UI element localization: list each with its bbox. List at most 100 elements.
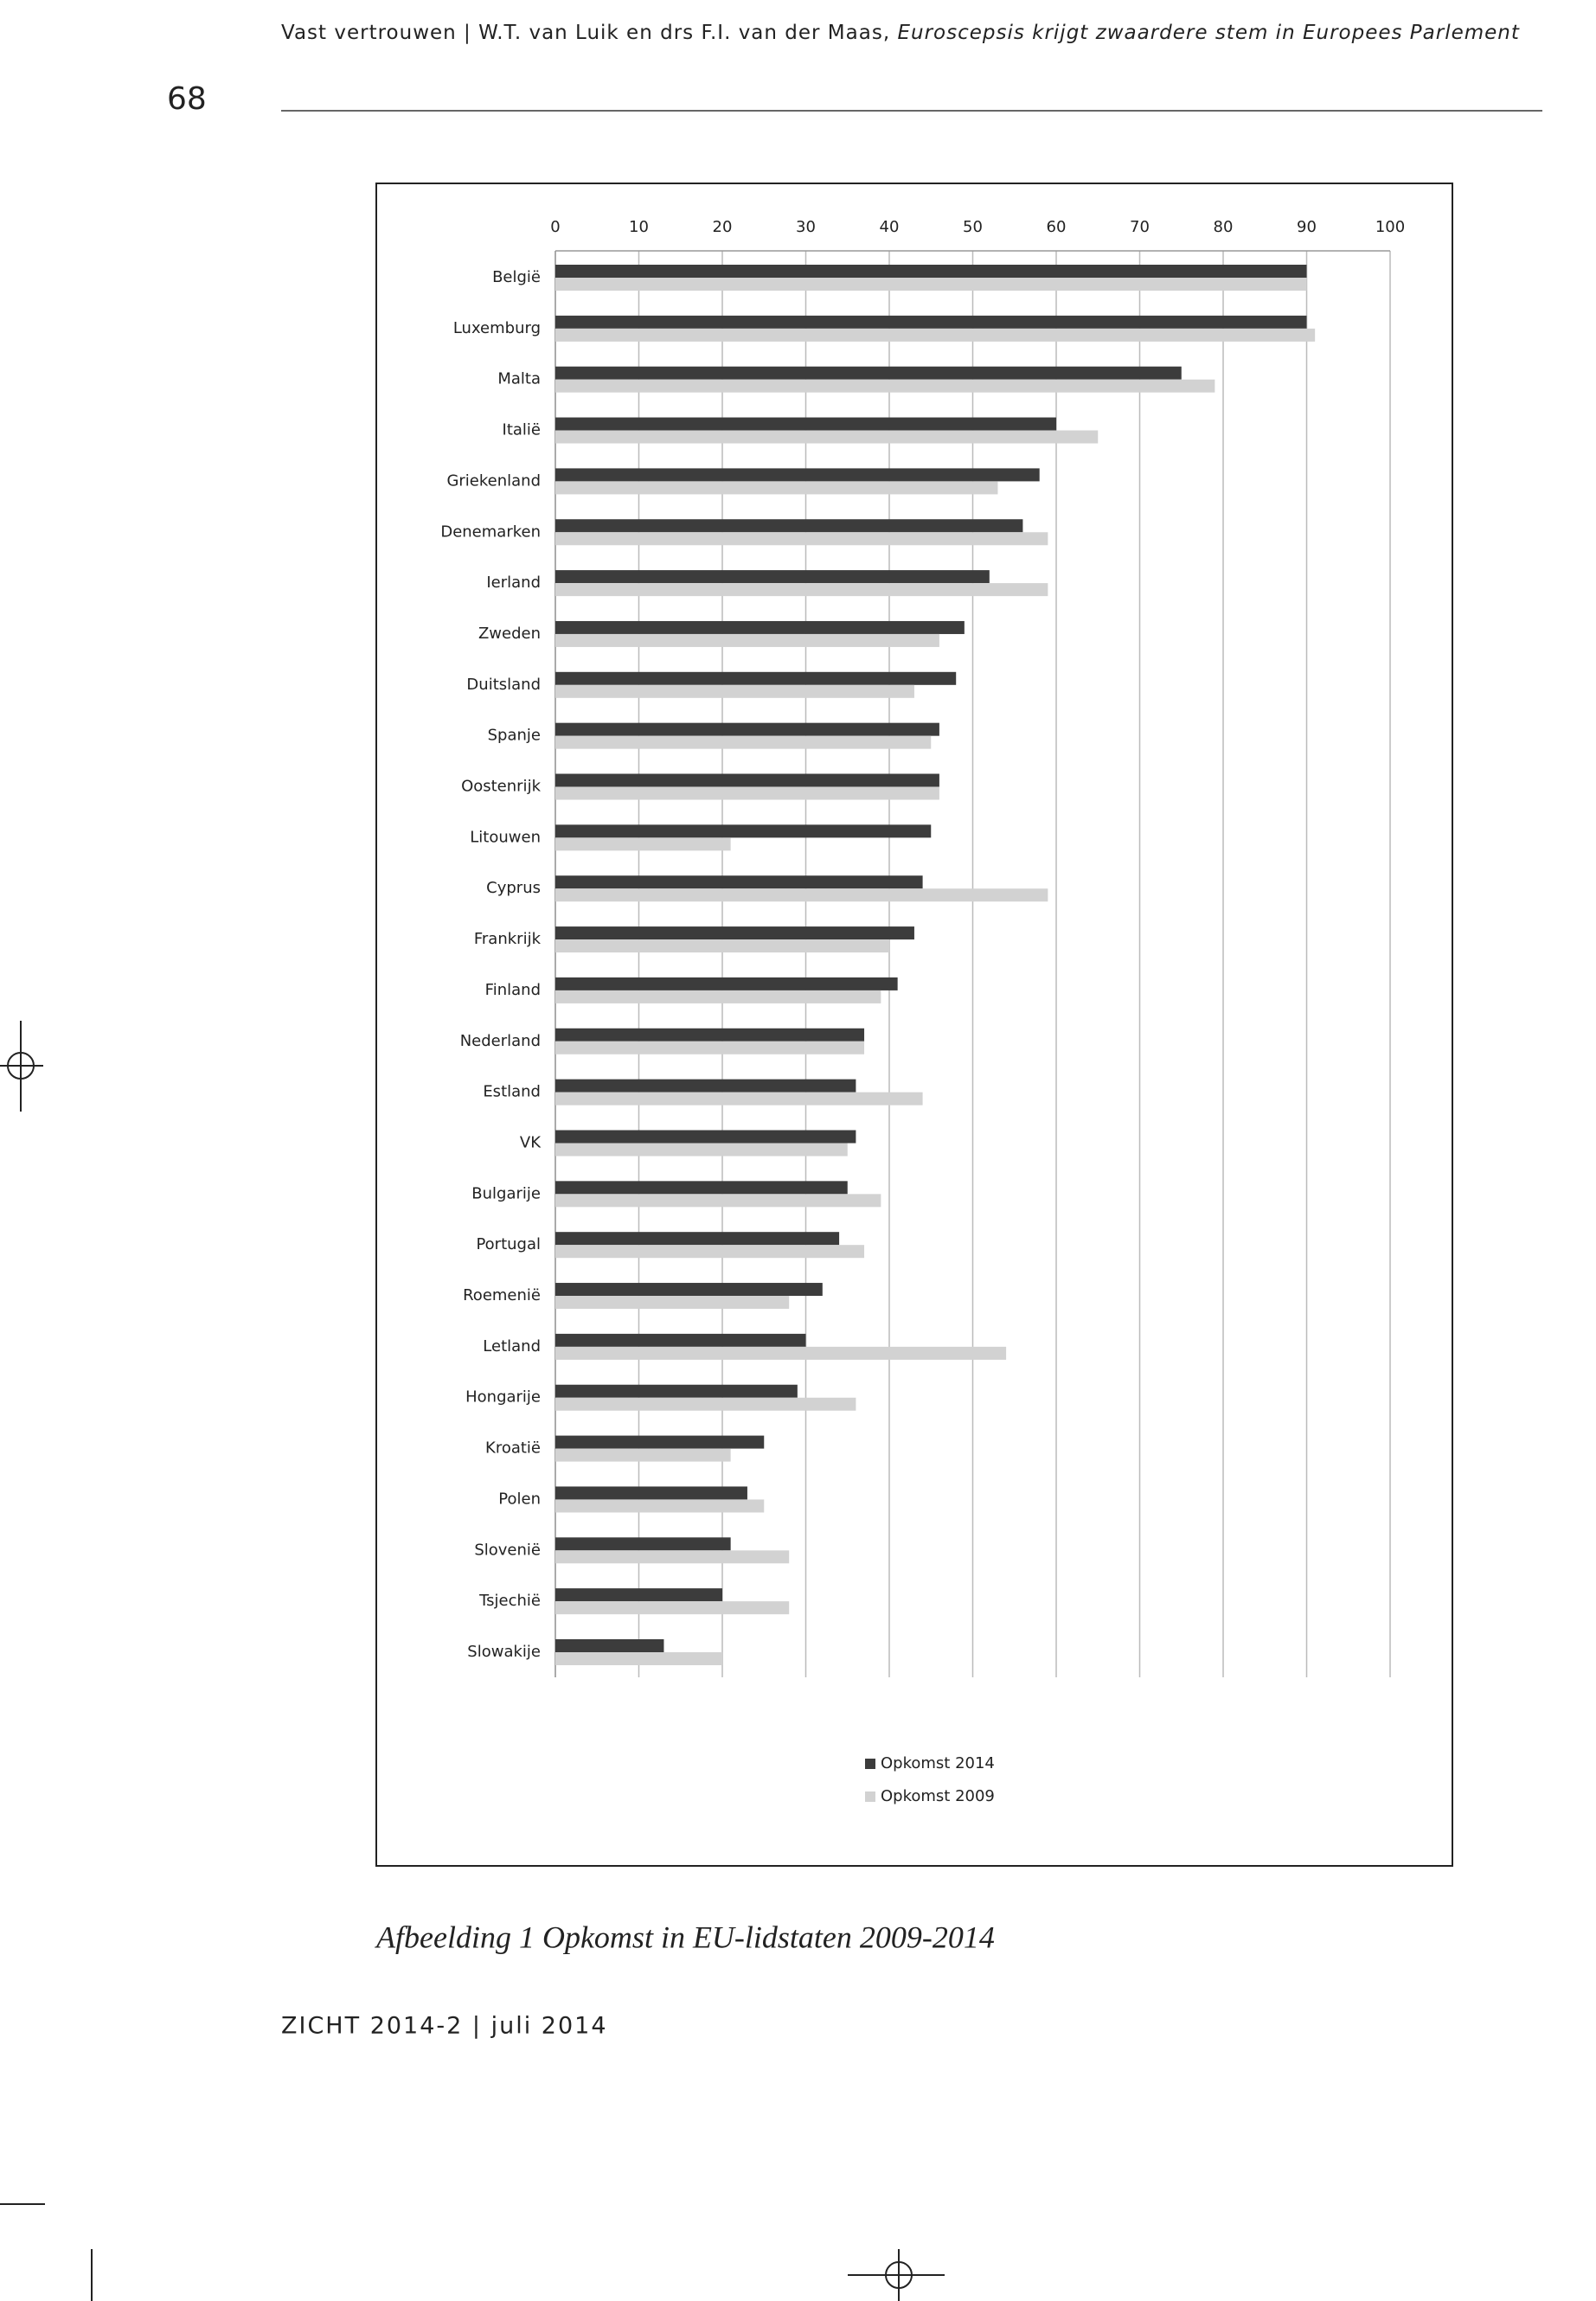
bar: [555, 1652, 722, 1665]
category-label: Slowakije: [467, 1643, 541, 1661]
bar: [555, 773, 939, 787]
category-label: Kroatië: [485, 1439, 541, 1458]
bar: [555, 939, 889, 953]
bar: [555, 1181, 848, 1195]
bar: [555, 1346, 1007, 1360]
bar: [555, 786, 939, 800]
bar: [555, 824, 932, 838]
bar: [555, 430, 1099, 444]
x-tick-label: 40: [880, 218, 900, 236]
category-label: Denemarken: [440, 522, 541, 541]
category-label: Griekenland: [446, 471, 541, 490]
category-label: Italië: [503, 421, 541, 439]
bar: [555, 1333, 806, 1347]
bar: [555, 417, 1056, 431]
bar: [555, 1283, 823, 1297]
chart: 0 10 20 30 40 50 60 70 80 90 100 België Luxemburg Mal…: [440, 218, 1405, 1805]
category-label: Malta: [497, 370, 541, 388]
bar: [555, 570, 990, 584]
x-tick-label: 70: [1130, 218, 1150, 236]
category-label: Slovenië: [474, 1541, 541, 1559]
x-tick-label: 10: [629, 218, 649, 236]
bar: [555, 1435, 765, 1449]
x-tick-label: 80: [1214, 218, 1234, 236]
x-tick-label: 0: [550, 218, 560, 236]
category-label: Zweden: [478, 625, 541, 643]
bar: [555, 1448, 731, 1462]
bar: [555, 684, 914, 698]
bar: [555, 1397, 856, 1411]
category-label: Frankrijk: [474, 930, 542, 948]
legend-swatch: [865, 1791, 875, 1802]
bar: [555, 837, 731, 851]
category-label: Estland: [483, 1083, 541, 1101]
bar: [555, 379, 1215, 393]
bar: [555, 265, 1307, 278]
x-tick-label: 30: [796, 218, 816, 236]
category-label: Roemenië: [463, 1286, 541, 1304]
category-label: België: [492, 268, 541, 286]
bar: [555, 1639, 664, 1652]
figure-caption: Afbeelding 1 Opkomst in EU-lidstaten 200…: [375, 1920, 995, 1954]
bar: [555, 1194, 881, 1208]
bar: [555, 468, 1040, 482]
bar: [555, 1028, 865, 1042]
bar: [555, 1232, 840, 1246]
legend-label: Opkomst 2014: [881, 1754, 995, 1772]
bar: [555, 1550, 790, 1564]
bar: [555, 583, 1048, 597]
legend-swatch: [865, 1759, 875, 1769]
x-tick-label: 20: [713, 218, 733, 236]
bar: [555, 1499, 765, 1513]
bar: [555, 1092, 923, 1106]
x-tick-label: 100: [1375, 218, 1405, 236]
bar: [555, 875, 923, 889]
bar: [555, 1537, 731, 1551]
running-head-authors: Vast vertrouwen | W.T. van Luik en drs F…: [281, 22, 890, 44]
bar: [555, 722, 939, 736]
category-label: Cyprus: [486, 879, 541, 897]
legend-label: Opkomst 2009: [881, 1787, 995, 1805]
category-label: Portugal: [476, 1235, 541, 1253]
page-number: 68: [167, 81, 207, 117]
category-label: Letland: [483, 1337, 541, 1356]
x-tick-label: 60: [1047, 218, 1067, 236]
bar: [555, 1601, 790, 1615]
running-head: Vast vertrouwen | W.T. van Luik en drs F…: [281, 22, 1520, 44]
bar: [555, 519, 1023, 533]
bar: [555, 1384, 798, 1398]
bar: [555, 633, 939, 647]
category-label: Litouwen: [470, 828, 541, 846]
bar: [555, 481, 998, 495]
bar: [555, 1130, 856, 1144]
footer: ZICHT 2014-2 | juli 2014: [281, 2013, 608, 2040]
category-label: Bulgarije: [471, 1184, 541, 1202]
category-label: Nederland: [460, 1032, 541, 1050]
category-label: Oostenrijk: [461, 778, 542, 796]
bar: [555, 977, 898, 990]
bar: [555, 315, 1307, 329]
crop-marks: [0, 1021, 945, 2301]
bar: [555, 888, 1048, 902]
bar: [555, 990, 881, 1003]
bar: [555, 328, 1316, 342]
bar: [555, 532, 1048, 546]
bar: [555, 620, 965, 634]
bar: [555, 1079, 856, 1093]
bar: [555, 1041, 865, 1054]
bar: [555, 671, 957, 685]
bar: [555, 1588, 722, 1602]
running-head-title: Euroscepsis krijgt zwaardere stem in Eur…: [897, 22, 1519, 44]
bar: [555, 1486, 747, 1500]
bar: [555, 278, 1307, 291]
category-label: Tsjechië: [478, 1592, 541, 1610]
category-label: Hongarije: [465, 1388, 541, 1407]
bar: [555, 1296, 790, 1310]
category-label: Luxemburg: [453, 319, 541, 337]
x-tick-label: 50: [963, 218, 983, 236]
category-label: Finland: [485, 981, 541, 999]
bar: [555, 926, 914, 940]
bar: [555, 1245, 865, 1259]
category-label: VK: [520, 1133, 542, 1151]
